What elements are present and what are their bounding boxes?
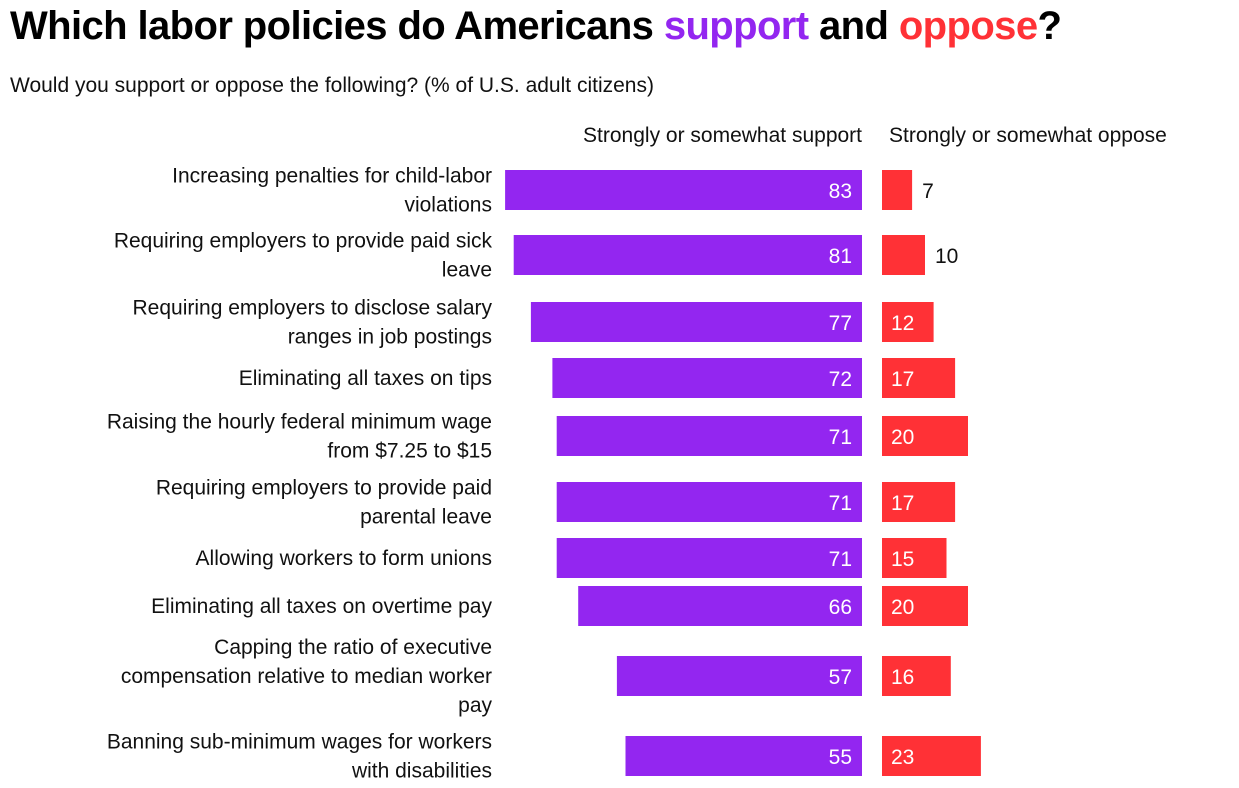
support-bar bbox=[578, 586, 862, 626]
oppose-bar bbox=[882, 656, 951, 696]
category-label: from $7.25 to $15 bbox=[327, 440, 492, 463]
oppose-bar bbox=[882, 586, 968, 626]
oppose-value-label: 7 bbox=[922, 180, 934, 203]
oppose-value-label: 20 bbox=[891, 426, 914, 449]
support-bar bbox=[552, 358, 862, 398]
oppose-value-label: 16 bbox=[891, 666, 914, 689]
oppose-bar bbox=[882, 416, 968, 456]
support-value-label: 81 bbox=[829, 245, 852, 268]
oppose-bar bbox=[882, 736, 981, 776]
oppose-value-label: 17 bbox=[891, 368, 914, 391]
category-label: Requiring employers to provide paid bbox=[156, 477, 492, 500]
oppose-value-label: 12 bbox=[891, 312, 914, 335]
oppose-value-label: 15 bbox=[891, 548, 914, 571]
category-label: Capping the ratio of executive bbox=[214, 636, 492, 659]
support-bar bbox=[625, 736, 862, 776]
oppose-bar bbox=[882, 170, 913, 210]
category-label: parental leave bbox=[360, 506, 492, 529]
chart-title: Which labor policies do Americans suppor… bbox=[10, 4, 1062, 49]
support-value-label: 71 bbox=[829, 426, 852, 449]
oppose-bar bbox=[882, 358, 956, 398]
oppose-value-label: 20 bbox=[891, 596, 914, 619]
title-suffix: ? bbox=[1037, 4, 1062, 48]
category-label: Raising the hourly federal minimum wage bbox=[107, 411, 492, 434]
oppose-column-header: Strongly or somewhat oppose bbox=[889, 124, 1167, 147]
oppose-bar bbox=[882, 538, 947, 578]
support-value-label: 66 bbox=[829, 596, 852, 619]
category-label: Eliminating all taxes on tips bbox=[239, 367, 492, 390]
support-bar bbox=[530, 302, 862, 342]
category-label: Allowing workers to form unions bbox=[196, 547, 492, 570]
oppose-value-label: 10 bbox=[935, 245, 958, 268]
category-label: pay bbox=[458, 694, 492, 717]
oppose-bar bbox=[882, 482, 956, 522]
support-bar bbox=[556, 538, 862, 578]
support-value-label: 71 bbox=[829, 548, 852, 571]
support-value-label: 71 bbox=[829, 492, 852, 515]
support-value-label: 57 bbox=[829, 666, 852, 689]
oppose-bar bbox=[882, 235, 925, 275]
support-value-label: 72 bbox=[829, 368, 852, 391]
support-bar bbox=[505, 170, 862, 210]
title-support-word: support bbox=[663, 4, 809, 48]
category-label: compensation relative to median worker bbox=[121, 665, 492, 688]
category-label: Requiring employers to disclose salary bbox=[133, 297, 493, 320]
oppose-value-label: 23 bbox=[891, 746, 914, 769]
support-bar bbox=[556, 482, 862, 522]
category-label: violations bbox=[404, 194, 492, 217]
support-value-label: 55 bbox=[829, 746, 852, 769]
category-label: Eliminating all taxes on overtime pay bbox=[151, 595, 492, 618]
oppose-bar bbox=[882, 302, 934, 342]
support-bar bbox=[616, 656, 862, 696]
category-label: Requiring employers to provide paid sick bbox=[114, 230, 493, 253]
support-bar bbox=[556, 416, 862, 456]
support-value-label: 77 bbox=[829, 312, 852, 335]
support-bar bbox=[513, 235, 862, 275]
title-oppose-word: oppose bbox=[898, 4, 1038, 48]
title-prefix: Which labor policies do Americans bbox=[10, 4, 664, 48]
oppose-value-label: 17 bbox=[891, 492, 914, 515]
category-label: Increasing penalties for child-labor bbox=[172, 165, 492, 188]
category-label: Banning sub-minimum wages for workers bbox=[107, 731, 492, 754]
support-value-label: 83 bbox=[829, 180, 852, 203]
title-middle: and bbox=[808, 4, 899, 48]
category-label: leave bbox=[442, 259, 492, 282]
category-label: ranges in job postings bbox=[288, 326, 492, 349]
support-column-header: Strongly or somewhat support bbox=[583, 124, 862, 147]
category-label: with disabilities bbox=[351, 760, 492, 783]
chart-subtitle: Would you support or oppose the followin… bbox=[10, 74, 654, 97]
